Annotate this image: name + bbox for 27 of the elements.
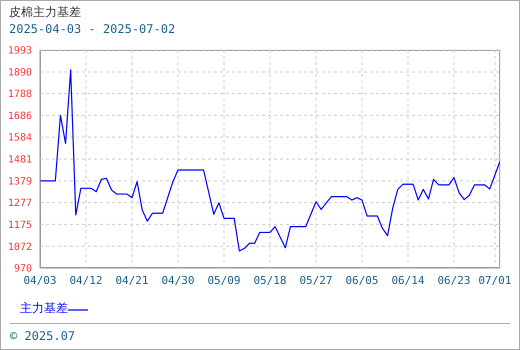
y-tick-label: 1481 (8, 154, 32, 166)
y-tick-label: 1379 (8, 176, 32, 188)
x-tick-label: 06/23 (437, 274, 471, 287)
x-tick-label: 07/01 (478, 274, 512, 287)
chart-title: 皮棉主力基差 (9, 4, 81, 21)
y-tick-label: 1277 (8, 198, 32, 210)
x-tick-label: 05/18 (253, 274, 287, 287)
x-tick-label: 04/21 (115, 274, 149, 287)
line-series (40, 69, 500, 252)
y-tick-label: 1788 (8, 89, 32, 100)
text: © 2025.07 (10, 329, 76, 343)
y-tick-label: 1072 (8, 242, 32, 253)
y-tick-label: 1175 (8, 220, 32, 231)
y-tick-label: 1584 (8, 132, 32, 144)
y-tick-label: 970 (14, 264, 32, 275)
x-tick-label: 05/27 (299, 274, 333, 287)
x-tick-label: 06/05 (345, 274, 379, 287)
x-tick-label: 04/30 (161, 274, 195, 287)
x-tick-label: 04/03 (23, 274, 57, 287)
chart-subtitle: 2025-04-03 - 2025-07-02 (9, 22, 176, 36)
legend-label: 主力基差 (20, 300, 69, 317)
x-tick-label: 06/14 (391, 274, 425, 287)
x-tick-label: 05/09 (207, 274, 241, 287)
y-tick-label: 1686 (8, 110, 32, 122)
y-tick-label: 1993 (8, 46, 32, 57)
y-tick-label: 1890 (8, 68, 32, 78)
x-tick-label: 04/12 (69, 274, 103, 287)
